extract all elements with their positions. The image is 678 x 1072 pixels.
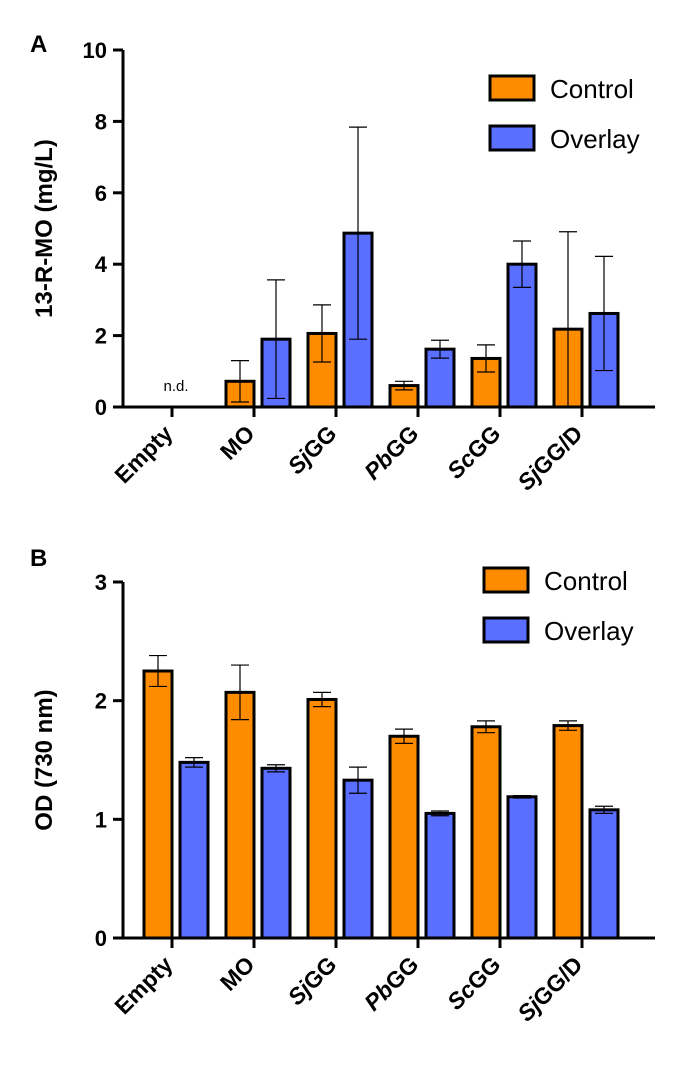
panel-a: A 0 2 4 6 8 10 13-R-MO (mg/L) Empty MO SjGG PbGG ScG… bbox=[30, 31, 655, 495]
x-tick-label: Empty bbox=[109, 420, 177, 488]
x-tick-label: MO bbox=[215, 420, 260, 465]
x-tick-label: ScGG bbox=[442, 420, 506, 484]
panel-b: B 0 1 2 3 OD (730 nm) Empty MO SjGG PbGG ScGGSjGG/… bbox=[30, 545, 655, 1026]
y-tick-label: 8 bbox=[95, 109, 107, 134]
legend-swatch-overlay bbox=[488, 124, 536, 152]
y-tick-label: 0 bbox=[95, 926, 107, 951]
legend-label-overlay: Overlay bbox=[544, 616, 634, 646]
bar-overlay bbox=[424, 811, 456, 940]
legend-swatch-control bbox=[482, 566, 530, 594]
bar-control bbox=[470, 725, 502, 940]
bar-overlay bbox=[506, 795, 538, 940]
legend-swatch-overlay bbox=[482, 616, 530, 644]
bar-control bbox=[306, 697, 338, 940]
legend-label-control: Control bbox=[550, 74, 634, 104]
y-tick-label: 0 bbox=[95, 395, 107, 420]
y-axis-label: 13-R-MO (mg/L) bbox=[31, 139, 58, 318]
bar-control bbox=[552, 724, 584, 940]
legend-label-control: Control bbox=[544, 566, 628, 596]
x-tick-label: MO bbox=[215, 951, 260, 996]
nd-annotation: n.d. bbox=[163, 378, 188, 395]
x-tick-label: Empty bbox=[109, 951, 177, 1019]
panel-letter: A bbox=[30, 31, 47, 58]
x-tick-label: PbGG bbox=[359, 951, 423, 1015]
legend-swatch-control bbox=[488, 74, 536, 102]
y-tick-label: 3 bbox=[95, 570, 107, 595]
bar-overlay bbox=[588, 808, 620, 940]
y-tick-label: 2 bbox=[95, 324, 107, 349]
y-tick-label: 6 bbox=[95, 181, 107, 206]
x-tick-label: ScGG bbox=[442, 951, 506, 1015]
y-tick-label: 2 bbox=[95, 689, 107, 714]
x-tick-label: SjGG/D bbox=[512, 420, 587, 495]
bar-control bbox=[142, 669, 174, 940]
y-tick-label: 10 bbox=[83, 38, 107, 63]
y-axis-label: OD (730 nm) bbox=[31, 689, 58, 830]
x-tick-label: PbGG bbox=[359, 420, 423, 484]
panel-letter: B bbox=[30, 545, 47, 572]
bar-overlay bbox=[342, 778, 374, 940]
bar-overlay bbox=[260, 766, 292, 940]
bar-overlay bbox=[178, 760, 210, 940]
x-tick-label: SjGG bbox=[282, 420, 341, 479]
x-tick-label: SjGG/D bbox=[512, 951, 587, 1026]
bar-control bbox=[224, 690, 256, 940]
legend-label-overlay: Overlay bbox=[550, 124, 640, 154]
y-tick-label: 4 bbox=[95, 252, 108, 277]
y-tick-label: 1 bbox=[95, 807, 107, 832]
x-tick-label: SjGG bbox=[282, 951, 341, 1010]
bar-control bbox=[388, 734, 420, 940]
